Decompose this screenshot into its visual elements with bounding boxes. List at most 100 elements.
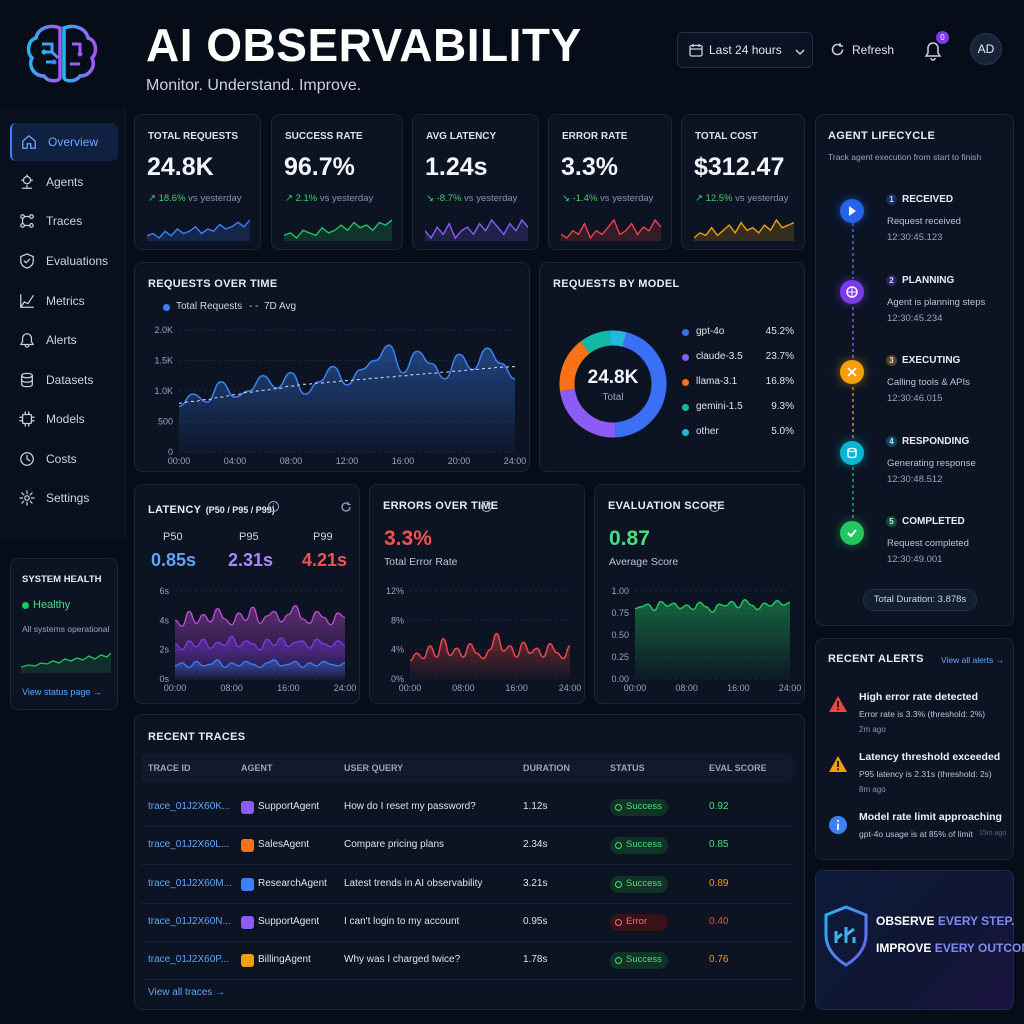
info-icon[interactable]: i bbox=[268, 501, 279, 512]
sidebar-item-models[interactable]: Models bbox=[10, 400, 118, 438]
status-badge: Success bbox=[610, 837, 668, 855]
status-badge: Success bbox=[610, 952, 668, 970]
y-tick-label: 6s bbox=[159, 586, 169, 596]
kpi-sparkline bbox=[284, 219, 392, 241]
alert-title[interactable]: Model rate limit approaching bbox=[859, 811, 1002, 823]
kpi-change: ↗ 12.5% vs yesterday bbox=[695, 193, 789, 204]
info-icon[interactable]: i bbox=[481, 501, 492, 512]
status-text: Error bbox=[626, 915, 648, 927]
y-tick-label: 500 bbox=[158, 417, 173, 427]
kpi-value: 3.3% bbox=[561, 153, 618, 181]
agents-icon bbox=[18, 173, 36, 191]
x-tick-label: 00:00 bbox=[399, 683, 422, 693]
x-tick-label: 00:00 bbox=[624, 683, 647, 693]
trace-id-link[interactable]: trace_01J2X60M... bbox=[148, 877, 232, 889]
column-header[interactable]: STATUS bbox=[610, 763, 645, 773]
latency-title-suffix: (P50 / P95 / P99) bbox=[205, 505, 275, 515]
sidebar-item-metrics[interactable]: Metrics bbox=[10, 282, 118, 320]
info-icon[interactable]: i bbox=[709, 501, 720, 512]
notifications-button[interactable]: 0 bbox=[922, 31, 949, 64]
series-line bbox=[174, 605, 346, 627]
view-all-traces-link[interactable]: View all traces → bbox=[148, 987, 226, 998]
column-header[interactable]: EVAL SCORE bbox=[709, 763, 767, 773]
sidebar-item-label: Traces bbox=[46, 214, 83, 228]
x-tick-label: 16:00 bbox=[277, 683, 300, 693]
legend-name: claude-3.5 bbox=[696, 351, 743, 362]
status-text: Success bbox=[626, 877, 662, 889]
agent-lifecycle-card: AGENT LIFECYCLE Track agent execution fr… bbox=[815, 114, 1014, 626]
kpi-card-error-rate: ERROR RATE 3.3% ↘ -1.4% vs yesterday bbox=[548, 114, 672, 250]
y-tick-label: 0.75 bbox=[611, 608, 629, 618]
sidebar-item-traces[interactable]: Traces bbox=[10, 202, 118, 240]
x-tick-label: 04:00 bbox=[224, 456, 247, 466]
alerts-title: RECENT ALERTS bbox=[828, 653, 924, 665]
sidebar-item-alerts[interactable]: Alerts bbox=[10, 321, 118, 359]
avatar[interactable]: AD bbox=[970, 33, 1002, 65]
promo-banner: OBSERVE EVERY STEP. IMPROVE EVERY OUTCOM… bbox=[815, 870, 1024, 1010]
x-tick-label: 00:00 bbox=[168, 456, 191, 466]
requests-chart-title: REQUESTS OVER TIME bbox=[148, 278, 278, 290]
sidebar-item-overview[interactable]: Overview bbox=[10, 123, 118, 161]
table-row[interactable] bbox=[141, 904, 793, 942]
user-query: I can't login to my account bbox=[344, 915, 460, 927]
traces-icon bbox=[18, 212, 36, 230]
step-name-text: RESPONDING bbox=[902, 435, 970, 447]
table-row[interactable] bbox=[141, 866, 793, 904]
x-tick-label: 12:00 bbox=[336, 456, 359, 466]
kpi-card-total-cost: TOTAL COST $312.47 ↗ 12.5% vs yesterday bbox=[681, 114, 805, 250]
model-legend-item: other 5.0% bbox=[682, 426, 794, 440]
step-name-text: RECEIVED bbox=[902, 194, 954, 205]
agent-name: SalesAgent bbox=[258, 839, 310, 851]
time-range-select[interactable]: Last 24 hours bbox=[677, 32, 813, 68]
view-status-link[interactable]: View status page → bbox=[22, 687, 102, 697]
series-line bbox=[178, 366, 516, 404]
trace-id-link[interactable]: trace_01J2X60P... bbox=[148, 954, 229, 966]
kpi-change: ↗ 18.6% vs yesterday bbox=[148, 193, 242, 204]
step-name-text: COMPLETED bbox=[902, 516, 965, 527]
table-row[interactable] bbox=[141, 827, 793, 866]
lifecycle-step-time: 12:30:49.001 bbox=[887, 554, 943, 565]
column-header[interactable]: DURATION bbox=[523, 763, 570, 773]
view-all-alerts-link[interactable]: View all alerts → bbox=[941, 655, 1005, 665]
legend-total-label: Total Requests bbox=[176, 301, 243, 312]
kpi-card-total-requests: TOTAL REQUESTS 24.8K ↗ 18.6% vs yesterday bbox=[134, 114, 261, 250]
column-header[interactable]: AGENT bbox=[241, 763, 273, 773]
sidebar-item-settings[interactable]: Settings bbox=[10, 479, 118, 517]
kpi-change-suffix: vs yesterday bbox=[461, 193, 518, 204]
trace-id-link[interactable]: trace_01J2X60L... bbox=[148, 839, 230, 851]
lifecycle-step-desc: Calling tools & APIs bbox=[887, 377, 970, 388]
sidebar-item-costs[interactable]: Costs bbox=[10, 440, 118, 478]
column-header[interactable]: TRACE ID bbox=[148, 763, 191, 773]
trace-id-link[interactable]: trace_01J2X60K... bbox=[148, 801, 231, 812]
sidebar-item-evaluations[interactable]: Evaluations bbox=[10, 242, 118, 280]
column-header[interactable]: USER QUERY bbox=[344, 763, 404, 773]
model-legend-item: gpt-4o 45.2% bbox=[682, 326, 794, 340]
series-area bbox=[179, 345, 515, 452]
status-text: Success bbox=[626, 954, 662, 966]
y-tick-label: 0% bbox=[391, 674, 404, 684]
alert-title[interactable]: High error rate detected bbox=[859, 691, 979, 703]
y-tick-label: 12% bbox=[386, 586, 404, 596]
y-tick-label: 1.0K bbox=[154, 386, 173, 396]
series-line bbox=[174, 659, 346, 668]
legend-avg-label: 7D Avg bbox=[264, 301, 297, 312]
sidebar-item-label: Models bbox=[46, 412, 85, 426]
table-row[interactable] bbox=[141, 789, 793, 827]
status-badge: Success bbox=[610, 799, 668, 816]
model-legend-item: llama-3.1 16.8% bbox=[682, 376, 794, 390]
table-row[interactable] bbox=[141, 942, 793, 981]
trace-id-link[interactable]: trace_01J2X60N... bbox=[148, 915, 231, 927]
refresh-button[interactable]: Refresh bbox=[830, 40, 900, 60]
legend-percent: 16.8% bbox=[765, 376, 794, 387]
sidebar-item-label: Overview bbox=[48, 135, 99, 149]
kpi-label: ERROR RATE bbox=[562, 131, 628, 142]
evaluation-card: EVALUATION SCORE i 0.87 Average Score 0.… bbox=[594, 484, 805, 704]
alert-title[interactable]: Latency threshold exceeded bbox=[859, 751, 1001, 763]
sidebar-item-datasets[interactable]: Datasets bbox=[10, 361, 118, 399]
sidebar-item-agents[interactable]: Agents bbox=[10, 163, 118, 201]
sidebar-item-label: Agents bbox=[46, 175, 84, 189]
errors-title: ERRORS OVER TIME bbox=[383, 500, 499, 512]
models-icon bbox=[18, 410, 36, 428]
latency-title: LATENCY bbox=[148, 504, 202, 516]
latency-refresh-icon[interactable] bbox=[340, 500, 352, 518]
